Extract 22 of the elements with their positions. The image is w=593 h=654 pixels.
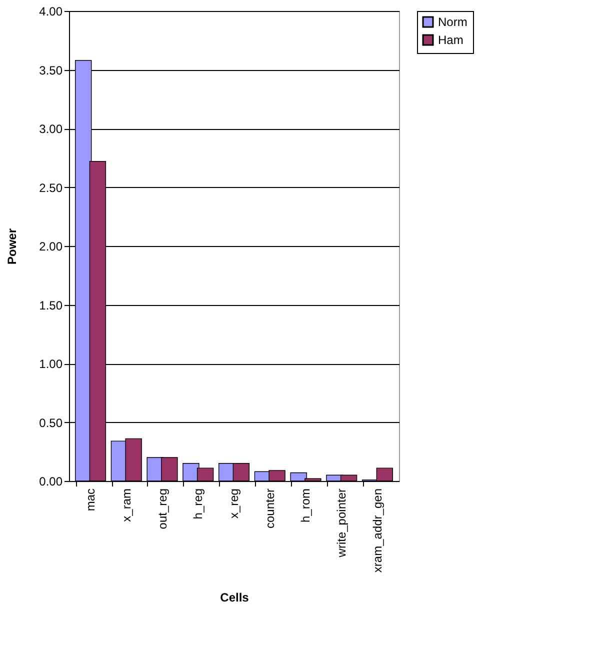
- x-axis-title: Cells: [220, 590, 250, 605]
- x-tick-label: mac: [84, 488, 98, 512]
- x-tick-label: x_ram: [119, 488, 134, 522]
- y-tick-label: 3.00: [39, 122, 63, 136]
- x-tick-label: write_pointer: [334, 488, 349, 558]
- y-tick-label: 4.00: [39, 4, 63, 18]
- y-tick-label: 2.50: [39, 180, 63, 195]
- x-tick-label: h_rom: [298, 488, 313, 523]
- y-axis-title: Power: [5, 228, 20, 265]
- x-tick-label: x_reg: [227, 488, 241, 519]
- y-tick-label: 1.50: [39, 298, 63, 312]
- y-tick-label: 2.00: [39, 240, 63, 254]
- y-tick-label: 0.50: [39, 416, 63, 430]
- x-tick-label: xram_addr_gen: [370, 488, 384, 573]
- x-tick-label: out_reg: [155, 488, 170, 530]
- legend-label: Norm: [438, 15, 468, 29]
- y-tick-label: 3.50: [39, 63, 63, 78]
- y-tick-label: 1.00: [39, 357, 63, 371]
- x-tick-label: counter: [262, 488, 277, 529]
- y-tick-label: 0.00: [39, 474, 63, 488]
- x-tick-label: h_reg: [191, 488, 206, 520]
- legend-label: Ham: [438, 33, 464, 47]
